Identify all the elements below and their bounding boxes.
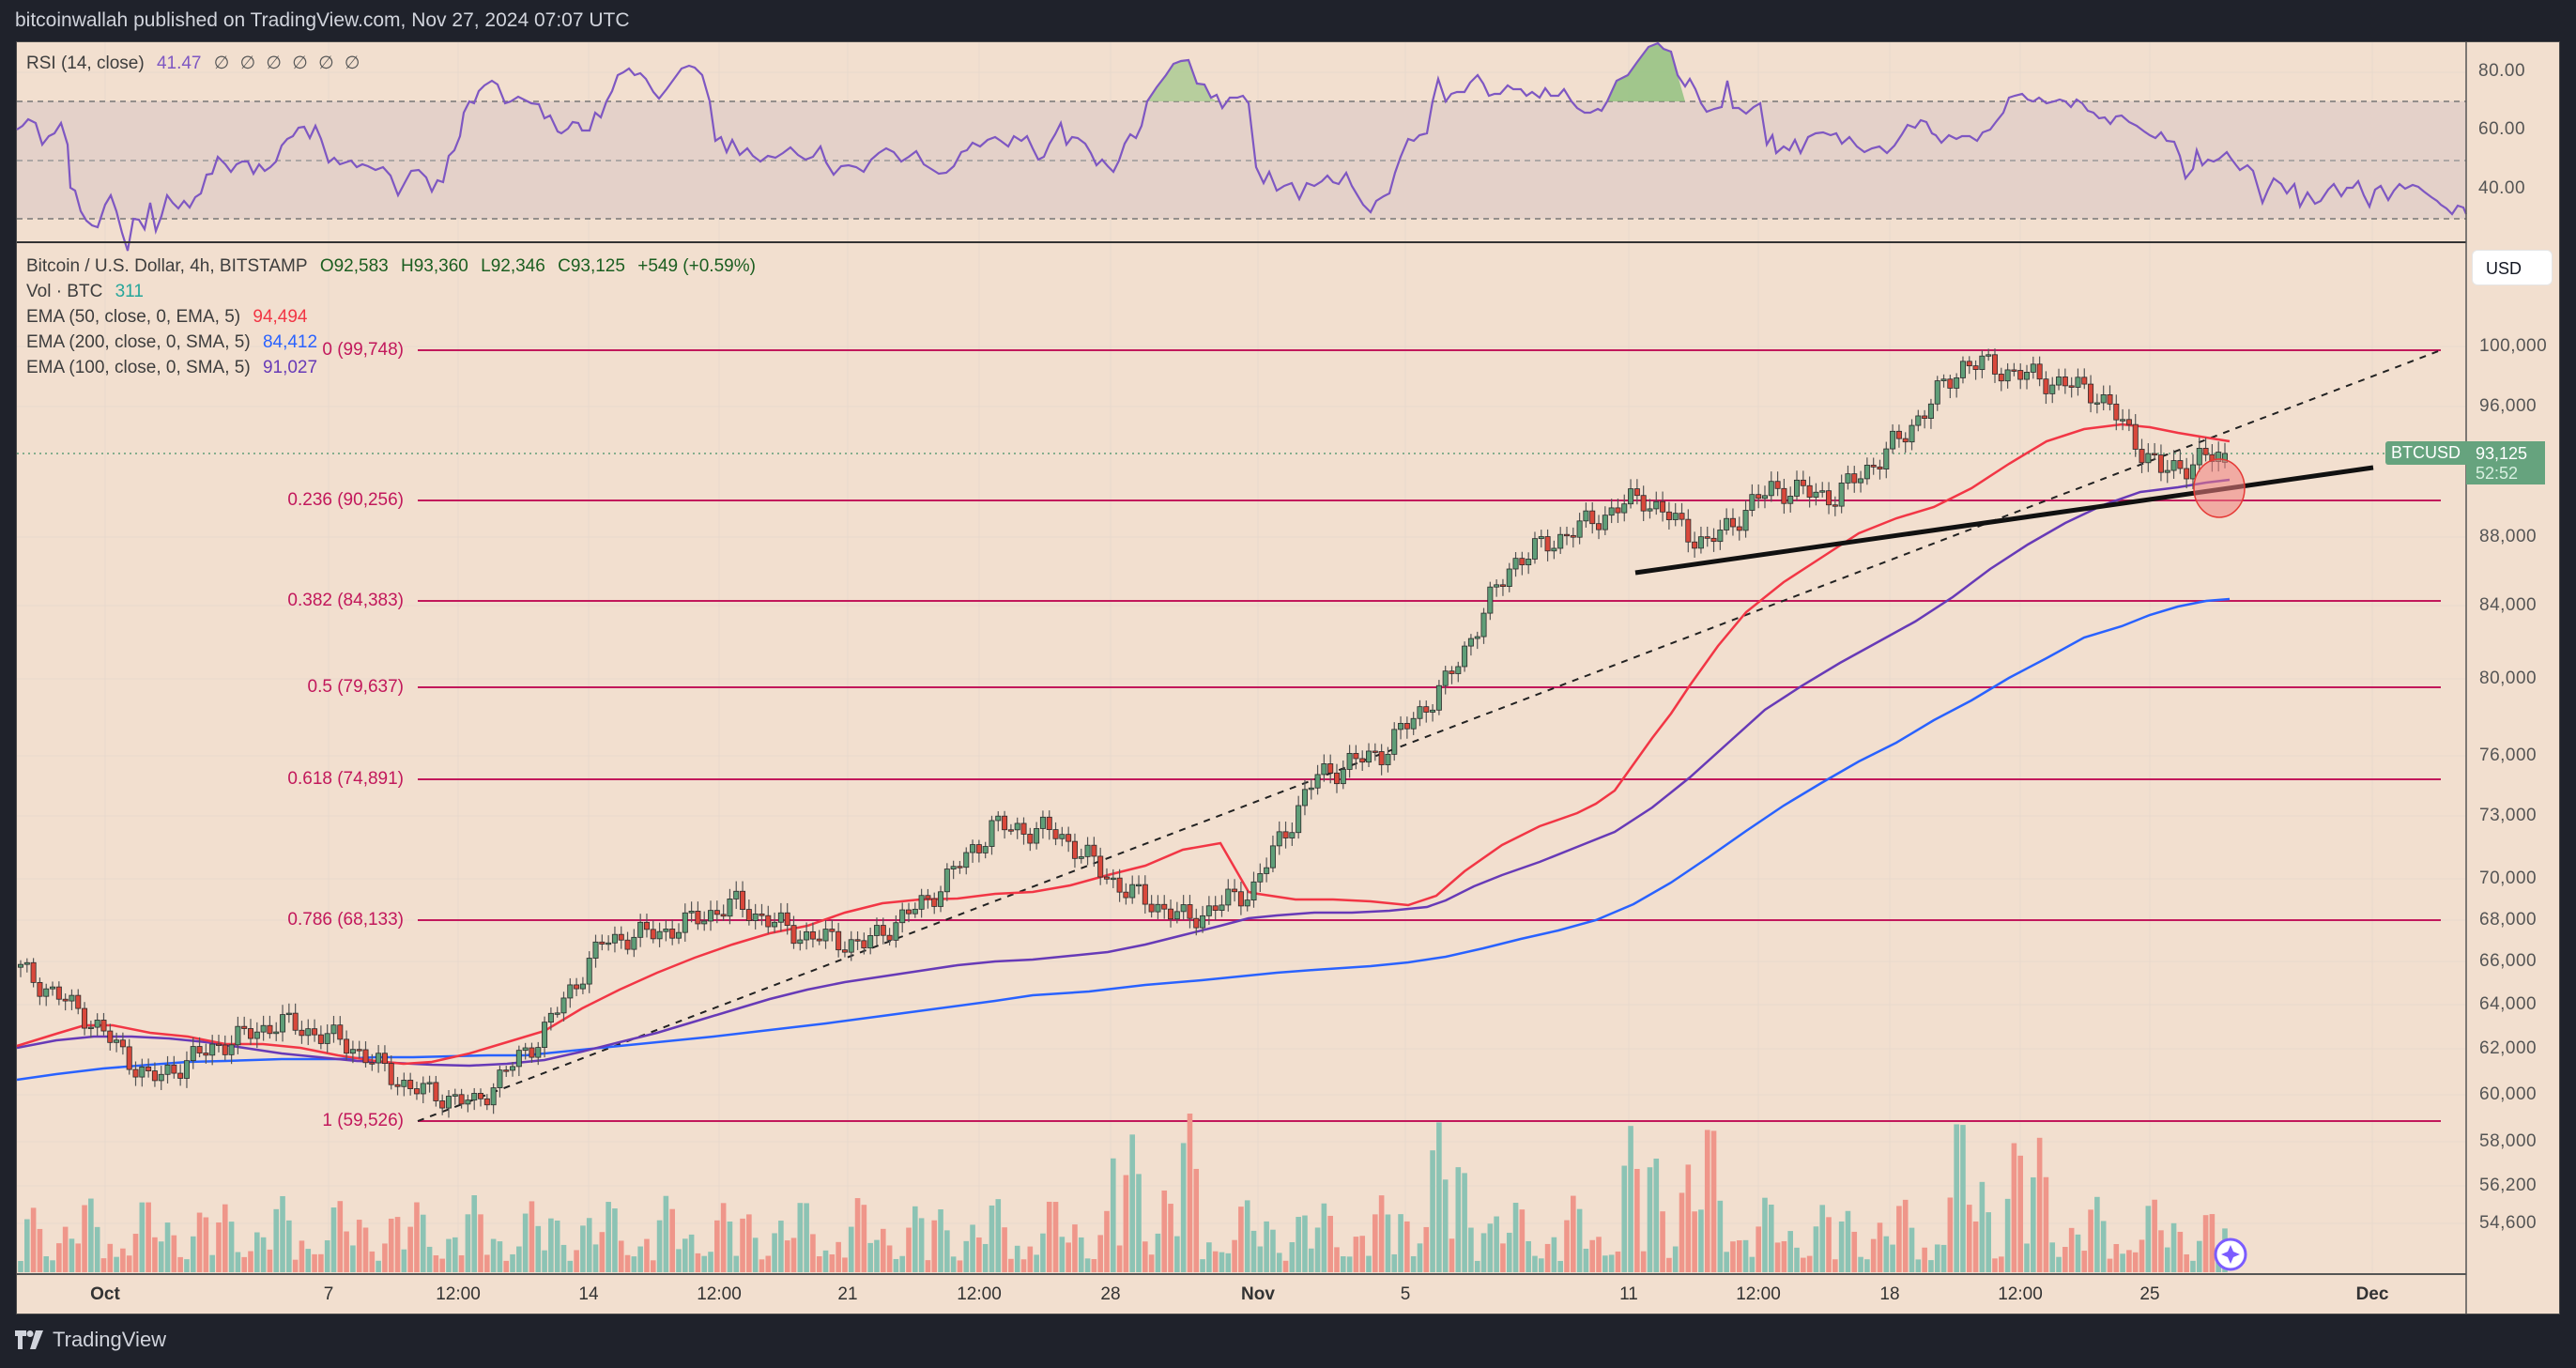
symbol-tag: BTCUSD bbox=[2385, 441, 2466, 465]
price-tick: 56,200 bbox=[2479, 1176, 2538, 1195]
price-tick: 62,000 bbox=[2479, 1038, 2538, 1058]
fib-label-1: 1 (59,526) bbox=[322, 1111, 404, 1130]
price-tick: 100,000 bbox=[2479, 336, 2548, 356]
ema50-value: 94,494 bbox=[253, 307, 308, 327]
price-tick: 58,000 bbox=[2479, 1131, 2538, 1151]
ema100-legend[interactable]: EMA (100, close, 0, SMA, 5) 91,027 bbox=[26, 358, 325, 378]
rsi-tick-40: 40.00 bbox=[2478, 178, 2526, 198]
price-tick: 80,000 bbox=[2479, 669, 2538, 688]
fib-label-0382: 0.382 (84,383) bbox=[287, 591, 404, 610]
fib-label-0: 0 (99,748) bbox=[322, 340, 404, 360]
price-tick: 76,000 bbox=[2479, 745, 2538, 765]
time-tick: 18 bbox=[1879, 1284, 1900, 1304]
fib-label-0618: 0.618 (74,891) bbox=[287, 769, 404, 789]
time-tick: Nov bbox=[1241, 1284, 1275, 1304]
time-tick: 12:00 bbox=[1736, 1284, 1781, 1304]
rsi-placeholders: ∅ ∅ ∅ ∅ ∅ ∅ bbox=[213, 54, 363, 73]
price-tick: 68,000 bbox=[2479, 910, 2538, 930]
publish-header: bitcoinwallah published on TradingView.c… bbox=[15, 9, 630, 31]
rsi-legend[interactable]: RSI (14, close) 41.47 ∅ ∅ ∅ ∅ ∅ ∅ bbox=[26, 53, 370, 74]
tradingview-logo[interactable]: TradingView bbox=[15, 1328, 166, 1352]
time-tick: 11 bbox=[1619, 1284, 1638, 1304]
rsi-label: RSI (14, close) bbox=[26, 54, 145, 73]
fib-label-05: 0.5 (79,637) bbox=[307, 677, 404, 697]
ohlc-close: C93,125 bbox=[558, 256, 625, 276]
time-tick: Oct bbox=[90, 1284, 120, 1304]
time-tick: Dec bbox=[2355, 1284, 2389, 1304]
fib-label-0786: 0.786 (68,133) bbox=[287, 910, 404, 930]
ema100-value: 91,027 bbox=[262, 358, 318, 377]
highlight-circle bbox=[2193, 458, 2246, 518]
time-tick: 7 bbox=[323, 1284, 334, 1304]
last-price: 93,125 bbox=[2476, 444, 2528, 463]
time-tick: 12:00 bbox=[1998, 1284, 2043, 1304]
time-tick: 25 bbox=[2139, 1284, 2160, 1304]
support-trendline bbox=[1634, 465, 2374, 576]
price-tick: 88,000 bbox=[2479, 527, 2538, 546]
bar-countdown: 52:52 bbox=[2476, 464, 2519, 483]
ema50-line bbox=[16, 423, 2231, 1066]
price-tick: 84,000 bbox=[2479, 595, 2538, 615]
time-tick: 14 bbox=[578, 1284, 599, 1304]
brand-name: TradingView bbox=[53, 1328, 167, 1351]
ema200-line bbox=[16, 597, 2231, 1082]
symbol-name: Bitcoin / U.S. Dollar, 4h, BITSTAMP bbox=[26, 256, 308, 276]
price-tick: 54,600 bbox=[2479, 1213, 2538, 1233]
ema50-legend[interactable]: EMA (50, close, 0, EMA, 5) 94,494 bbox=[26, 307, 315, 328]
last-price-tag: 93,125 52:52 bbox=[2466, 441, 2545, 484]
price-tick: 64,000 bbox=[2479, 994, 2538, 1014]
ohlc-low: L92,346 bbox=[481, 256, 545, 276]
ema50-label: EMA (50, close, 0, EMA, 5) bbox=[26, 307, 241, 327]
symbol-legend[interactable]: Bitcoin / U.S. Dollar, 4h, BITSTAMP O92,… bbox=[26, 256, 763, 277]
ohlc-high: H93,360 bbox=[401, 256, 468, 276]
ema100-label: EMA (100, close, 0, SMA, 5) bbox=[26, 358, 251, 377]
fib-label-0236: 0.236 (90,256) bbox=[287, 490, 404, 510]
rsi-value: 41.47 bbox=[156, 54, 202, 73]
price-tick: 70,000 bbox=[2479, 868, 2538, 888]
volume-legend[interactable]: Vol · BTC 311 bbox=[26, 282, 151, 302]
time-tick: 5 bbox=[1400, 1284, 1411, 1304]
ema200-label: EMA (200, close, 0, SMA, 5) bbox=[26, 332, 251, 352]
rsi-tick-60: 60.00 bbox=[2478, 119, 2526, 139]
rsi-panel bbox=[16, 41, 2468, 252]
price-tick: 60,000 bbox=[2479, 1084, 2538, 1104]
volume-bars bbox=[18, 1114, 2228, 1272]
tradingview-logo-icon bbox=[15, 1330, 43, 1349]
rsi-line bbox=[16, 41, 2468, 252]
price-tick: 96,000 bbox=[2479, 396, 2538, 416]
ohlc-change: +549 (+0.59%) bbox=[637, 256, 756, 276]
price-tick: 66,000 bbox=[2479, 951, 2538, 971]
vol-value: 311 bbox=[115, 282, 144, 301]
time-tick: 12:00 bbox=[436, 1284, 481, 1304]
fib-trend-line bbox=[417, 349, 2442, 1122]
time-tick: 28 bbox=[1100, 1284, 1121, 1304]
vol-label: Vol · BTC bbox=[26, 282, 103, 301]
ema200-value: 84,412 bbox=[262, 332, 318, 352]
currency-button[interactable]: USD bbox=[2472, 250, 2553, 285]
time-tick: 12:00 bbox=[697, 1284, 742, 1304]
time-tick: 21 bbox=[837, 1284, 858, 1304]
ema200-legend[interactable]: EMA (200, close, 0, SMA, 5) 84,412 bbox=[26, 332, 325, 353]
time-tick: 12:00 bbox=[957, 1284, 1002, 1304]
ohlc-open: O92,583 bbox=[319, 256, 389, 276]
rsi-tick-80: 80.00 bbox=[2478, 61, 2526, 81]
sparkle-icon[interactable] bbox=[2214, 1237, 2247, 1271]
candlesticks bbox=[17, 348, 2228, 1118]
price-tick: 73,000 bbox=[2479, 806, 2538, 825]
grid-lines bbox=[17, 42, 2466, 1272]
